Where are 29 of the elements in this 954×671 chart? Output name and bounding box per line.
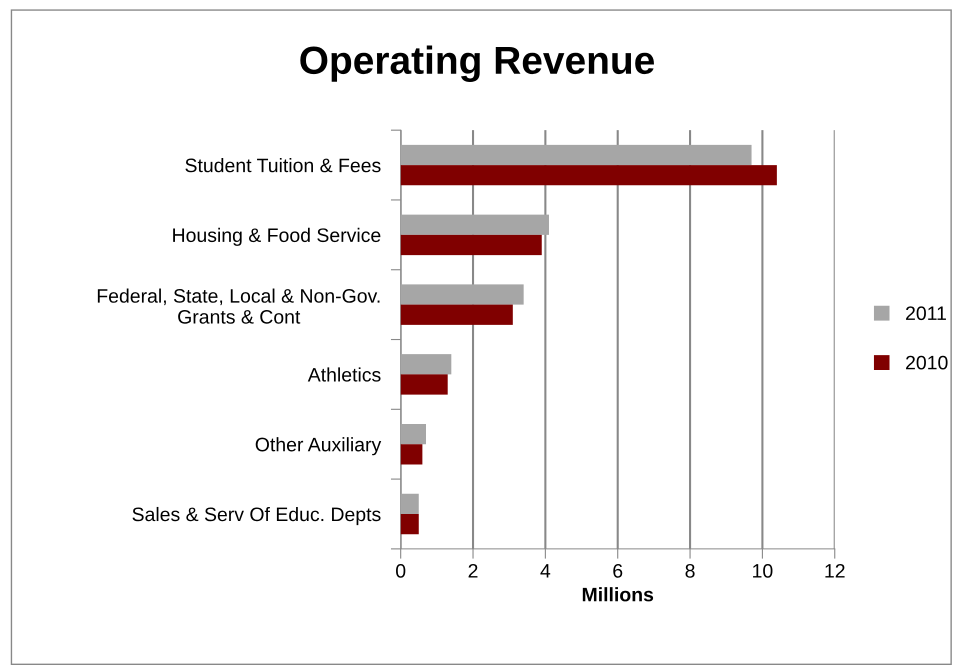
y-tick-label: Federal, State, Local & Non-Gov. Grants & Cont xyxy=(98,288,380,324)
x-tick-label: 8 xyxy=(686,564,695,578)
legend-label: 2011 xyxy=(906,306,946,320)
y-tick-label: Housing & Food Service xyxy=(173,228,380,246)
y-tick-label: Sales & Serv Of Educ. Depts xyxy=(132,506,381,526)
bar xyxy=(400,165,777,186)
x-tick-label: 6 xyxy=(613,564,622,578)
bar xyxy=(400,494,419,514)
bar xyxy=(400,234,542,256)
y-tick-label: Student Tuition & Fees xyxy=(185,158,381,172)
x-tick-label: 4 xyxy=(540,564,550,578)
bar xyxy=(400,354,452,374)
bar xyxy=(400,284,524,305)
bar xyxy=(400,304,513,325)
x-axis-title: Millions xyxy=(582,587,654,602)
x-tick-label: 12 xyxy=(825,564,845,578)
legend-label: 2010 xyxy=(906,356,948,370)
y-tick-label: Other Auxiliary xyxy=(256,437,382,456)
bar xyxy=(400,144,752,166)
x-tick-label: 10 xyxy=(753,564,772,578)
bar xyxy=(400,444,422,464)
bar xyxy=(400,514,419,534)
x-tick-label: 0 xyxy=(396,564,406,578)
bar xyxy=(400,214,549,235)
x-tick-label: 2 xyxy=(468,564,478,578)
bar xyxy=(400,374,448,395)
y-tick-label: Athletics xyxy=(308,367,381,382)
bar xyxy=(400,424,426,444)
chart-title: Operating Revenue xyxy=(300,46,654,82)
